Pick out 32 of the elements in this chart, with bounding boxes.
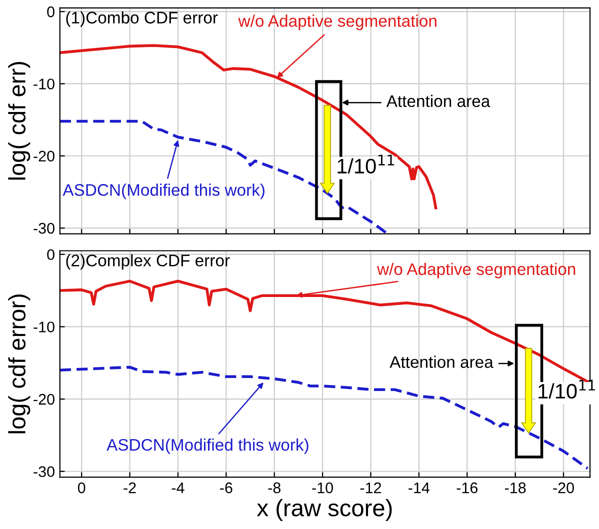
annotation: ASDCN(Modified this work) (106, 438, 308, 454)
annotation: 1/10$^{11}$ (538, 380, 595, 399)
annotation: 1/10$^{11}$ (338, 154, 394, 174)
chart-title: (1)Combo CDF error (66, 11, 218, 27)
y-tick-label: 0 (47, 249, 54, 260)
x-tick-label: -18 (504, 482, 526, 494)
y-tick-label: -10 (34, 78, 54, 90)
x-tick-label: -6 (220, 482, 232, 494)
y-axis-title: log( cdf err) (8, 62, 30, 180)
x-tick-label: -10 (312, 482, 333, 494)
annotation: ASDCN(Modified this work) (62, 184, 264, 200)
x-tick-label: -16 (456, 482, 478, 494)
y-axis-title: log( cdf error) (8, 294, 30, 434)
x-tick-label: 0 (78, 482, 86, 494)
annotation: Attention area (390, 356, 494, 368)
y-tick-label: -30 (34, 222, 54, 234)
x-tick-label: -8 (268, 482, 280, 494)
y-tick-label: -20 (34, 394, 54, 405)
y-tick-label: -20 (34, 150, 54, 162)
y-tick-label: 0 (47, 6, 54, 18)
x-tick-label: -20 (553, 482, 574, 494)
annotation: Attention area (386, 94, 490, 108)
y-tick-label: -30 (34, 466, 54, 478)
x-tick-label: -4 (172, 482, 184, 494)
x-axis-title: x (raw score) (257, 499, 392, 522)
annotation: w/o Adaptive segmentation (238, 14, 436, 30)
x-tick-label: -14 (408, 482, 430, 494)
annotation: w/o Adaptive segmentation (376, 262, 576, 278)
y-tick-label: -10 (34, 322, 54, 332)
x-tick-label: -2 (124, 482, 136, 494)
x-tick-label: -12 (360, 482, 382, 494)
chart-title: (2)Complex CDF error (66, 254, 230, 270)
